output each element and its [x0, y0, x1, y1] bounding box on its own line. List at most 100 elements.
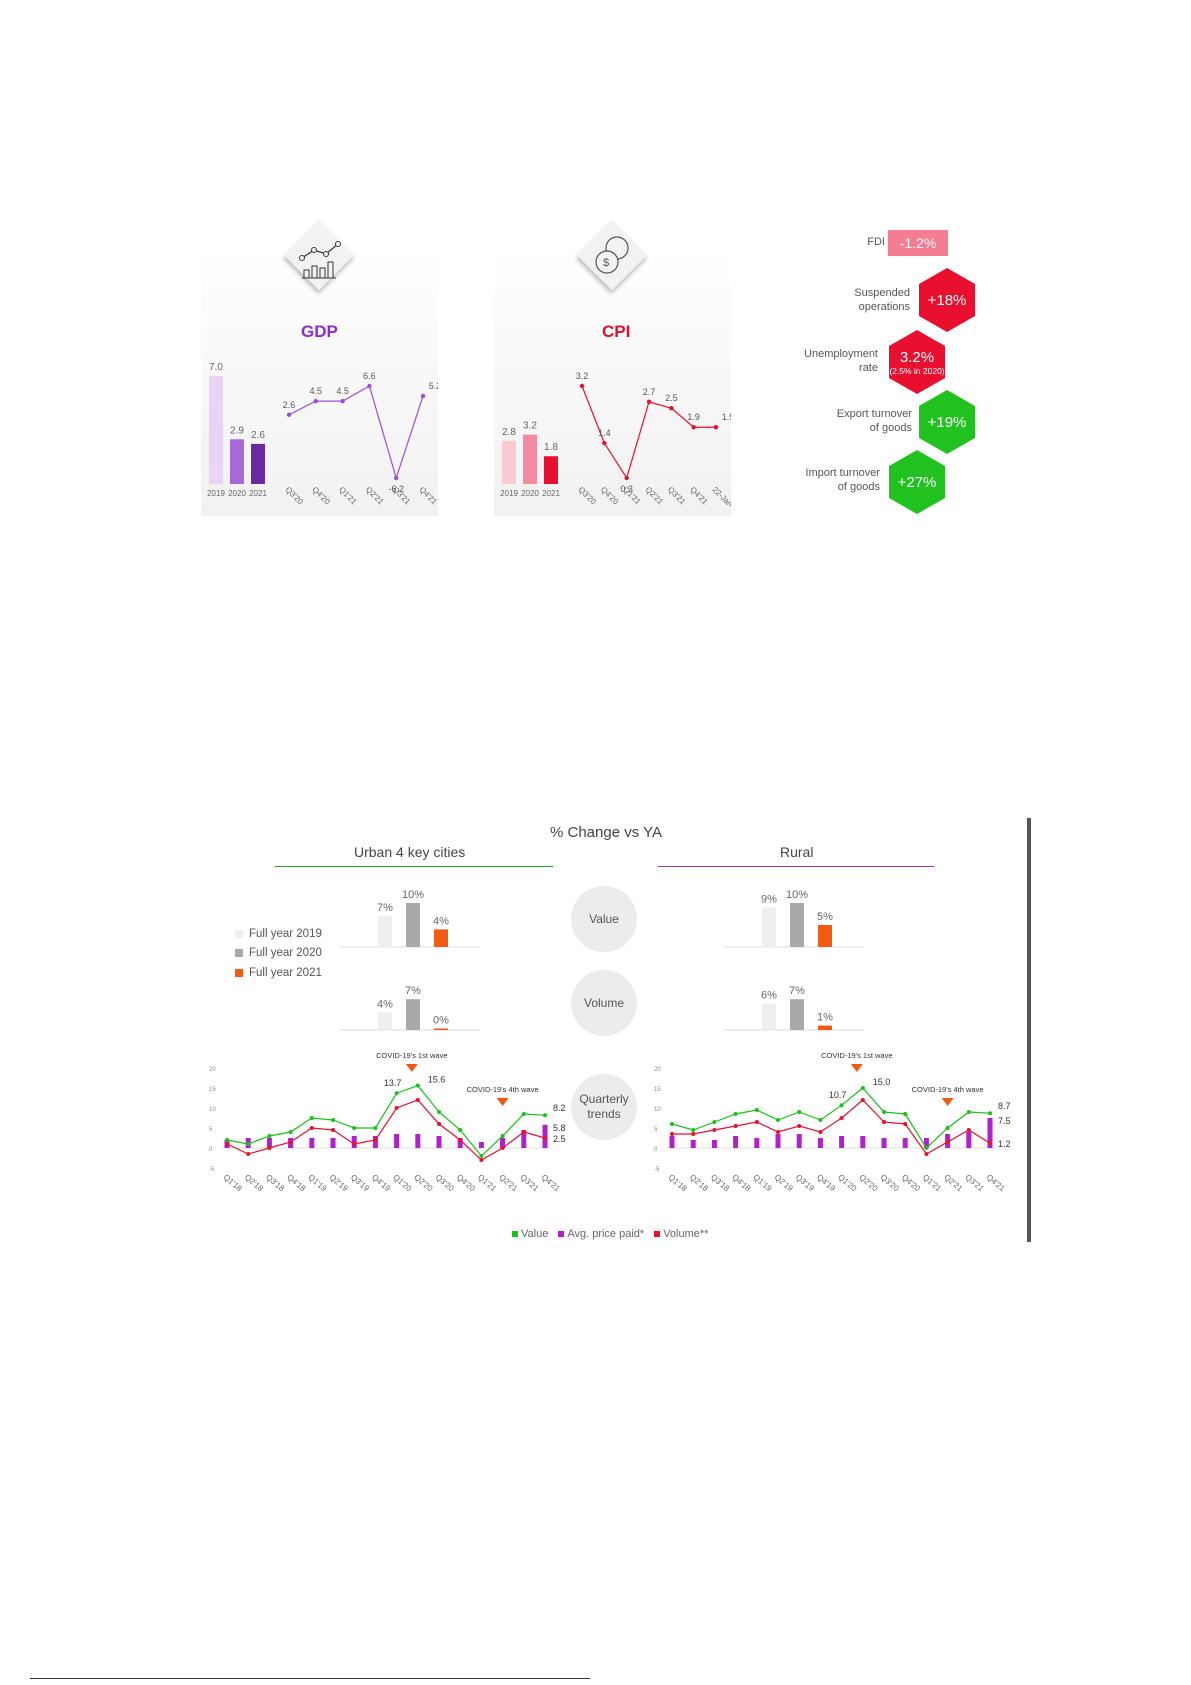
urban-q-value-point	[288, 1130, 293, 1134]
urban-q-volume-point	[394, 1106, 399, 1110]
urban-q-price-bar	[330, 1138, 336, 1148]
gdp-line-label: 4.5	[336, 386, 349, 396]
rural-value-bar	[818, 925, 832, 947]
urban-q-price-bar	[351, 1136, 357, 1148]
cpi-annual-bar	[523, 434, 537, 484]
rural-q-xtick: Q4'21	[985, 1173, 1007, 1194]
urban-quarterly-chart: 20 15 10 5 0 -5 Q1'18 Q2'18 Q3'18 Q4'18 Q1'19 Q2'19…	[209, 1051, 566, 1194]
cpi-annual-bar-label: 2.8	[502, 427, 516, 438]
urban-q-xtick: Q4'19	[370, 1173, 392, 1194]
urban-q-xtick: Q1'21	[476, 1173, 498, 1194]
rural-q-price-bar	[711, 1140, 717, 1148]
urban-q-price-bar	[436, 1136, 442, 1148]
rural-q-annotation-arrow	[850, 1064, 863, 1072]
indicator-sub-unemployment: (2.5% in 2020)	[889, 365, 945, 376]
urban-q-value-point	[246, 1142, 251, 1146]
rural-q-volume-point	[945, 1140, 950, 1144]
rural-q-price-bar	[966, 1132, 972, 1148]
urban-q-ytick: 15	[209, 1087, 216, 1093]
urban-q-value-point	[373, 1126, 378, 1130]
cpi-line-point	[669, 406, 674, 411]
circle-quarterly-label: Quarterly trends	[579, 1092, 629, 1121]
urban-q-volume-point	[309, 1126, 314, 1130]
rural-q-volume-point	[988, 1141, 992, 1146]
rural-q-price-bar	[733, 1136, 739, 1148]
urban-value-bar	[406, 903, 420, 947]
rural-q-price-bar	[860, 1136, 866, 1148]
cpi-annual-bar-label: 3.2	[523, 421, 537, 432]
rural-q-volume-point	[818, 1130, 823, 1134]
gdp-line-label: 5.2	[429, 381, 438, 391]
urban-q-volume-point	[288, 1140, 293, 1144]
rural-value-bar-label: 9%	[761, 893, 777, 905]
urban-q-volume-point	[267, 1146, 272, 1150]
indicator-hex-export: +19%	[919, 390, 975, 454]
rural-q-price-bar	[881, 1138, 887, 1148]
urban-q-data-label: 13.7	[384, 1078, 402, 1088]
urban-q-ytick: 20	[209, 1067, 216, 1073]
urban-q-xtick: Q1'18	[222, 1173, 244, 1194]
urban-q-xtick: Q3'19	[349, 1173, 371, 1194]
rural-volume-bar	[818, 1025, 832, 1030]
legend-label-2020: Full year 2020	[249, 947, 322, 959]
cpi-line-point	[579, 383, 585, 389]
gdp-chart: 7.0 2019 2.9 2020 2.6 2021 2.6 Q3'20 4.5 Q4'20 4.5…	[207, 362, 438, 506]
gdp-line-label: 6.6	[363, 371, 376, 381]
rural-volume-bar-label: 6%	[761, 990, 777, 1002]
gdp-line-tick: Q1'21	[337, 485, 359, 506]
rural-q-ytick: -5	[654, 1167, 660, 1173]
rural-q-xtick: Q1'19	[752, 1173, 774, 1194]
urban-q-value-point	[458, 1128, 463, 1132]
urban-q-ytick: -5	[209, 1167, 215, 1173]
urban-q-value-point	[394, 1091, 399, 1096]
cpi-line-label: 0.3	[620, 484, 633, 494]
rural-q-value-line	[671, 1087, 991, 1149]
urban-q-xtick: Q2'18	[243, 1173, 265, 1194]
rural-q-value-point	[860, 1086, 865, 1090]
footer-rule	[30, 1678, 590, 1679]
urban-value-bar-label: 4%	[433, 915, 449, 927]
rural-q-data-label: 10.7	[829, 1090, 847, 1100]
urban-q-value-point	[309, 1116, 314, 1120]
indicator-hex-import: +27%	[889, 450, 945, 514]
rural-q-ytick: 10	[654, 1107, 661, 1113]
gdp-line-point	[286, 412, 292, 417]
urban-q-price-bar	[266, 1138, 272, 1148]
rural-q-value-point	[712, 1120, 717, 1124]
cpi-annual-tick: 2021	[542, 489, 560, 498]
urban-q-volume-point	[415, 1098, 420, 1102]
series-legend-volume: Volume**	[654, 1228, 708, 1240]
urban-value-bar	[378, 916, 392, 947]
cpi-line-tick: Q4'20	[599, 485, 621, 506]
cpi-line-label: 1.4	[598, 428, 611, 438]
rural-q-price-bar	[902, 1138, 908, 1148]
indicator-label-fdi: FDI	[867, 236, 885, 248]
urban-q-value-line	[226, 1084, 546, 1157]
rural-q-xtick: Q1'20	[836, 1173, 858, 1194]
series-label-price: Avg. price paid*	[567, 1228, 645, 1240]
indicator-value-import: +27%	[897, 473, 937, 491]
legend-year-2020: Full year 2020	[235, 947, 322, 959]
rural-q-volume-point	[966, 1128, 971, 1132]
cpi-line-point	[602, 440, 607, 446]
gdp-title: GDP	[301, 322, 338, 341]
urban-q-price-bar	[415, 1134, 421, 1148]
urban-volume-bar-label: 0%	[433, 1015, 449, 1027]
rural-value-bar	[762, 907, 776, 947]
rural-q-volume-point	[733, 1124, 738, 1128]
urban-q-value-point	[543, 1113, 547, 1118]
rural-q-value-point	[945, 1126, 950, 1130]
rural-volume-bar-label: 7%	[789, 985, 805, 997]
urban-q-value-point	[500, 1134, 505, 1138]
urban-q-value-point	[415, 1083, 420, 1088]
rural-q-price-bar	[775, 1134, 781, 1148]
rural-q-price-bar	[690, 1140, 696, 1148]
urban-title: Urban 4 key cities	[354, 844, 466, 860]
indicator-label-unemployment: Unemployment rate	[804, 348, 878, 374]
rural-q-volume-point	[776, 1130, 780, 1134]
rural-q-value-point	[882, 1110, 886, 1114]
urban-q-volume-point	[225, 1142, 229, 1146]
gdp-line-label: 4.5	[310, 386, 323, 396]
rural-q-volume-point	[712, 1128, 717, 1132]
urban-q-annotation: COVID-19's 4th wave	[467, 1085, 539, 1094]
